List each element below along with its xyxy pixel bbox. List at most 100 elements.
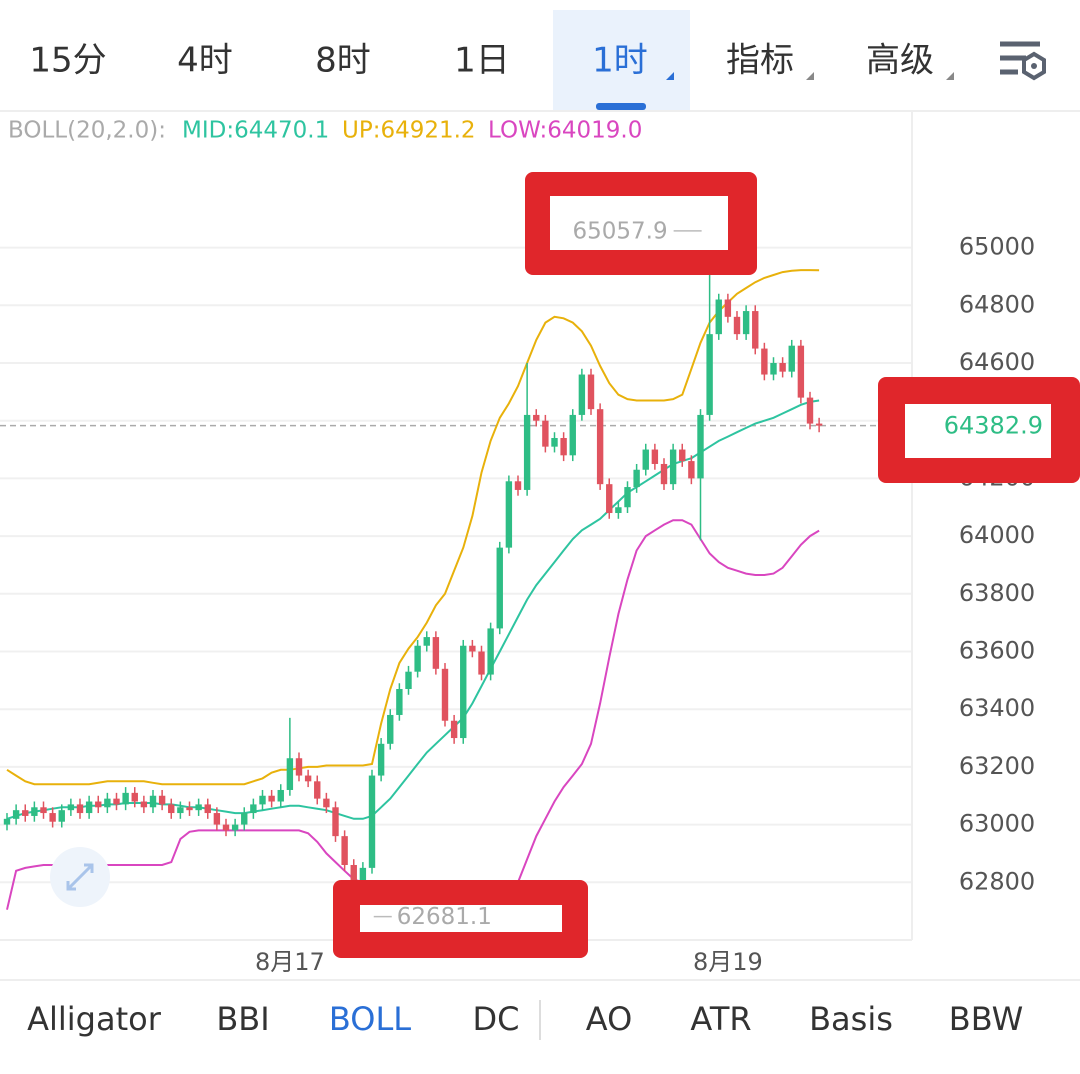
last-price-label: 64382.9 (944, 412, 1043, 440)
candle-body (85, 801, 93, 814)
candle-body (195, 804, 202, 811)
candle-body (304, 775, 312, 782)
indicator-tab[interactable]: BBI (216, 1000, 269, 1038)
candle-body (12, 810, 20, 819)
y-tick-label: 62800 (959, 867, 1035, 895)
annotations: 65057.9 62681.1 64382.9 (373, 218, 1043, 930)
timeframe-tab[interactable]: 4时 (177, 41, 233, 81)
icon-hex (1022, 51, 1046, 81)
indicator-tab[interactable]: Alligator (27, 1000, 162, 1038)
candle-body (67, 804, 75, 811)
timeframe-tab[interactable]: 15分 (29, 41, 106, 81)
candle-body (277, 789, 284, 802)
timeframe-tab[interactable]: 1时 (592, 41, 648, 81)
icon-dot (1031, 63, 1037, 69)
boll-line (6, 269, 820, 786)
candle-body (295, 758, 303, 776)
boll-line (6, 519, 820, 913)
candle-body (450, 720, 458, 739)
candle-body (204, 804, 211, 814)
dropdown-triangle (806, 72, 814, 80)
candle-body (49, 813, 56, 822)
timeframe-tab[interactable]: 高级 (866, 41, 934, 81)
candle-body (286, 758, 294, 790)
indicator-name: BOLL(20,2.0): (8, 118, 166, 144)
candle-body (523, 414, 531, 490)
candle-body (341, 836, 348, 865)
candle-body (423, 637, 430, 646)
candle-body (241, 813, 248, 825)
candle-body (58, 810, 65, 822)
candle-body (551, 438, 558, 447)
timeframe-tab[interactable]: 指标 (726, 41, 794, 81)
x-tick-label: 8月17 (255, 948, 325, 976)
y-tick-label: 63000 (959, 810, 1035, 838)
candle-body (177, 807, 184, 814)
dropdown-triangle (666, 72, 674, 80)
candle-body (131, 792, 138, 802)
candle-body (697, 414, 704, 479)
candle-body (396, 689, 403, 715)
candle-body (533, 414, 540, 421)
candle-body (222, 824, 230, 831)
candle-body (706, 334, 713, 415)
candle-body (788, 345, 795, 372)
candle-body (770, 362, 777, 375)
highlight-inner (550, 196, 728, 250)
candle-body (414, 645, 421, 672)
candle-body (149, 795, 157, 808)
candle-body (496, 547, 503, 629)
candle-body (432, 637, 440, 669)
y-tick-label: 64600 (959, 348, 1035, 376)
candle-body (350, 864, 357, 883)
timeframe-tab[interactable]: 1日 (454, 41, 510, 81)
settings-icon[interactable] (1000, 41, 1046, 81)
candle-body (387, 714, 394, 744)
indicator-tab[interactable]: ATR (690, 1000, 751, 1038)
indicator-tab[interactable]: AO (586, 1000, 633, 1038)
candle-body (660, 463, 668, 485)
candle-body (186, 807, 193, 811)
candle-body (259, 795, 266, 805)
indicator-tab[interactable]: Basis (809, 1000, 893, 1038)
candle-body (606, 484, 613, 514)
boll-line (6, 399, 820, 820)
x-tick-label: 8月19 (693, 948, 763, 976)
indicator-tab[interactable]: DC (473, 1000, 520, 1038)
candle-body (250, 804, 257, 814)
candle-body (569, 414, 576, 456)
candle-body (487, 628, 494, 675)
candle-body (3, 818, 11, 825)
indicator-tab[interactable]: BOLL (329, 1000, 411, 1038)
candle-body (405, 671, 412, 690)
candle-body (113, 798, 120, 805)
legend-entry: LOW:64019.0 (488, 118, 642, 144)
high-label: 65057.9 (573, 218, 668, 244)
candle-body (596, 409, 604, 485)
y-tick-label: 64800 (959, 290, 1035, 318)
candle-body (624, 487, 631, 508)
candle-body (752, 311, 759, 349)
timeframe-tab[interactable]: 8时 (315, 41, 371, 81)
candle-body (615, 507, 622, 514)
candle-body (715, 299, 722, 335)
candle-body (469, 645, 476, 652)
expand-button[interactable] (50, 847, 110, 907)
candle-body (651, 449, 659, 464)
candle-body (679, 449, 686, 462)
candle-body (733, 316, 741, 335)
candle-body (806, 397, 814, 424)
expand-arrows (66, 863, 94, 891)
candle-body (359, 867, 367, 883)
plot: 6280063000632006340063600638006400064200… (0, 230, 1035, 976)
highlight-inner (905, 404, 1051, 458)
y-tick-label: 65000 (959, 233, 1035, 261)
y-tick-label: 63400 (959, 694, 1035, 722)
candle-body (505, 481, 513, 548)
indicator-tab[interactable]: BBW (949, 1000, 1023, 1038)
candle-body (377, 743, 385, 776)
legend-entry: UP:64921.2 (342, 118, 476, 144)
candle-body (368, 775, 376, 868)
